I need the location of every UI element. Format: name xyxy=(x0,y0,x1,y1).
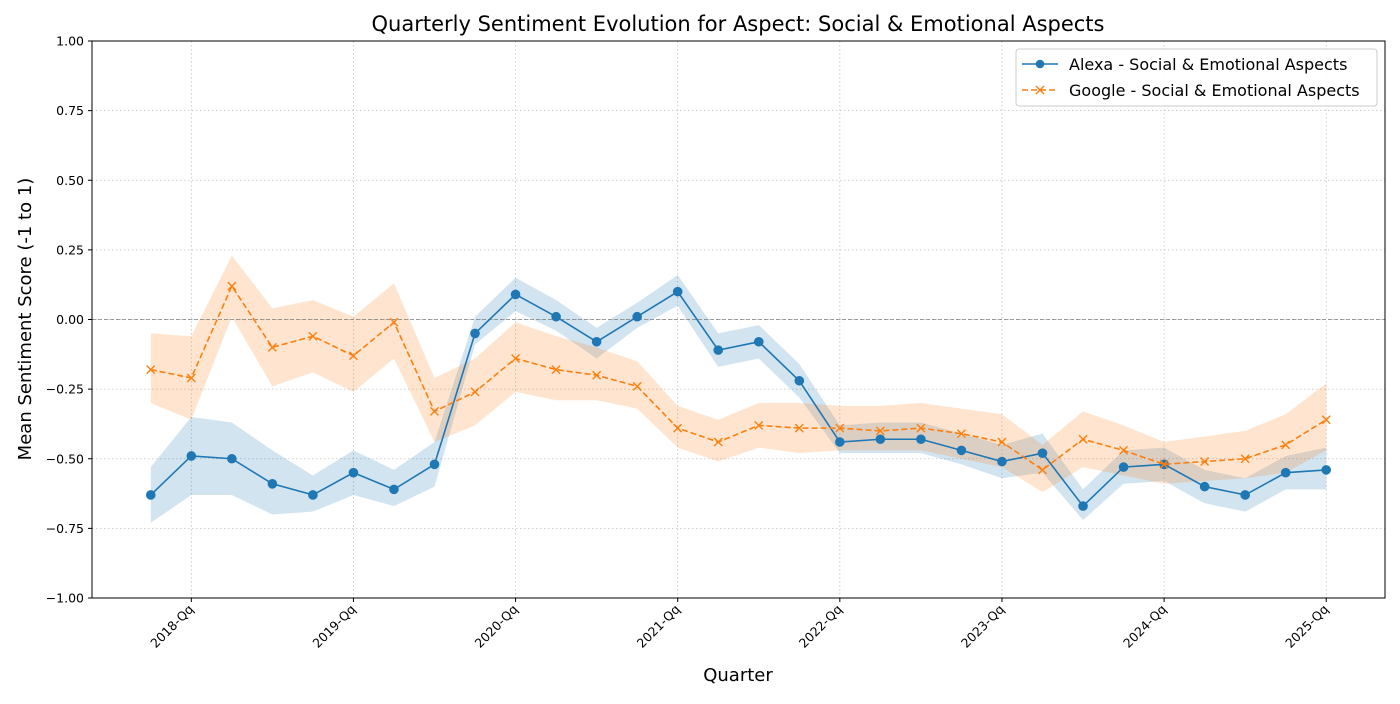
data-point xyxy=(186,451,197,461)
data-point xyxy=(470,387,480,397)
data-point xyxy=(956,429,966,439)
data-point xyxy=(1119,445,1129,455)
data-point xyxy=(1118,462,1129,472)
legend-label: Google - Social & Emotional Aspects xyxy=(1069,81,1360,100)
data-point xyxy=(186,373,196,383)
data-point xyxy=(997,437,1007,447)
data-point xyxy=(592,370,602,380)
data-point xyxy=(1240,490,1250,500)
data-point xyxy=(1281,440,1291,450)
data-point xyxy=(794,423,804,433)
data-point xyxy=(1200,457,1210,467)
data-point xyxy=(551,365,561,375)
data-point xyxy=(551,311,561,322)
data-point xyxy=(591,336,602,347)
confidence-band xyxy=(150,255,1327,493)
y-tick-label: −0.50 xyxy=(46,451,84,466)
x-tick-label: 2024-Qq xyxy=(1120,602,1169,651)
data-point xyxy=(308,331,318,341)
y-tick-label: −0.25 xyxy=(46,382,84,397)
grid-lines xyxy=(92,40,1385,599)
confidence-bands xyxy=(150,255,1327,523)
data-point xyxy=(227,453,237,464)
x-tick-label: 2018-Qq xyxy=(147,602,196,651)
data-point xyxy=(713,345,724,355)
data-point xyxy=(389,484,399,495)
axis-ticks: −1.00 −0.75 −0.50 −0.25 0.00 0.25 0.50 0.75 1.00… xyxy=(46,34,1332,651)
y-tick-label: −1.00 xyxy=(46,591,84,606)
x-tick-label: 2023-Qq xyxy=(958,602,1007,651)
legend-marker xyxy=(1035,59,1045,69)
y-tick-label: −0.75 xyxy=(46,521,84,536)
data-point xyxy=(308,490,318,500)
data-point xyxy=(753,336,764,347)
data-point xyxy=(794,375,805,386)
series-layer xyxy=(145,281,1332,511)
data-point xyxy=(1038,465,1047,475)
data-point xyxy=(470,328,480,339)
x-tick-label: 2019-Qq xyxy=(309,602,358,651)
y-tick-label: 1.00 xyxy=(56,34,84,49)
y-tick-label: 0.25 xyxy=(56,242,84,257)
y-axis-title: Mean Sentiment Score (-1 to 1) xyxy=(15,178,36,461)
x-tick-label: 2020-Qq xyxy=(472,602,521,651)
data-point xyxy=(956,445,967,456)
data-point xyxy=(997,456,1007,467)
data-point xyxy=(1321,465,1332,475)
data-point xyxy=(1321,415,1331,425)
data-point xyxy=(227,281,237,291)
data-point xyxy=(754,420,764,430)
data-point xyxy=(1078,501,1088,511)
data-point xyxy=(510,289,521,300)
data-point xyxy=(1159,459,1169,469)
data-point xyxy=(875,426,885,436)
data-point xyxy=(389,317,399,327)
data-point xyxy=(1199,481,1210,492)
data-point xyxy=(146,365,156,375)
y-tick-label: 0.75 xyxy=(56,103,84,118)
confidence-band xyxy=(150,274,1327,523)
data-point xyxy=(429,459,440,470)
data-point xyxy=(1280,467,1291,478)
data-point xyxy=(1037,448,1048,458)
data-point xyxy=(835,437,845,447)
data-point xyxy=(1078,434,1088,444)
data-point xyxy=(1240,454,1250,464)
legend-marker xyxy=(1035,85,1045,95)
data-point xyxy=(348,351,358,361)
chart-title: Quarterly Sentiment Evolution for Aspect… xyxy=(372,12,1105,36)
data-point xyxy=(916,423,926,433)
x-tick-label: 2025-Qq xyxy=(1282,602,1331,651)
data-point xyxy=(835,423,845,433)
data-point xyxy=(511,353,521,363)
data-point xyxy=(430,406,439,416)
data-point xyxy=(673,423,683,433)
data-point xyxy=(632,381,642,391)
data-point xyxy=(672,286,683,297)
data-point xyxy=(632,311,642,322)
data-point xyxy=(267,479,278,489)
legend-box xyxy=(1015,48,1378,107)
legend: Alexa - Social & Emotional Aspects Google… xyxy=(1015,48,1378,107)
x-tick-label: 2021-Qq xyxy=(634,602,683,651)
data-point xyxy=(348,467,359,478)
data-point xyxy=(916,434,926,445)
legend-label: Alexa - Social & Emotional Aspects xyxy=(1069,55,1347,74)
data-point xyxy=(267,342,277,352)
data-point xyxy=(145,490,156,500)
y-tick-label: 0.50 xyxy=(56,173,84,188)
series-line xyxy=(150,290,1327,508)
x-axis-title: Quarter xyxy=(703,665,773,686)
y-tick-label: 0.00 xyxy=(56,312,84,327)
x-tick-label: 2022-Qq xyxy=(796,602,845,651)
data-point xyxy=(875,434,886,445)
data-point xyxy=(713,437,723,447)
